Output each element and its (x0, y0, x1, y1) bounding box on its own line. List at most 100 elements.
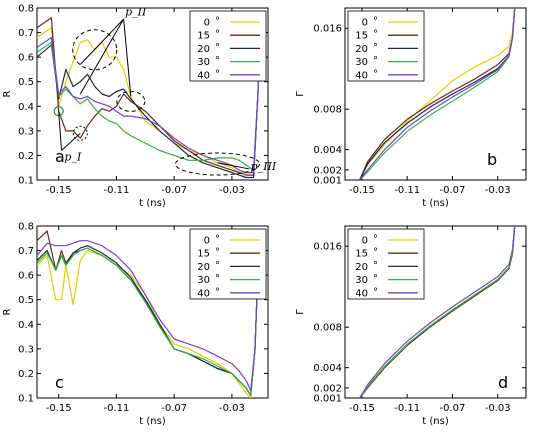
y-tick-label: 0.001 (313, 176, 342, 187)
legend-entry-label: 20 (355, 262, 368, 273)
legend-entry-label: 20 (355, 44, 368, 55)
annotation-arrow (123, 19, 132, 97)
highlight-ellipse (72, 125, 88, 141)
x-tick-label: -0.15 (46, 185, 72, 196)
legend-entry-label: 30 (355, 57, 368, 68)
series-line-30-deg (359, 226, 516, 398)
y-tick-label: 0.004 (313, 363, 342, 374)
y-tick-label: 0.2 (18, 369, 34, 380)
x-tick-label: -0.07 (440, 403, 466, 414)
y-tick-label: 0.008 (313, 323, 342, 334)
highlight-ellipse (72, 29, 118, 71)
y-tick-label: 0.8 (18, 4, 34, 15)
y-tick-label: 0.1 (18, 394, 34, 405)
series-line-30-deg (37, 247, 259, 397)
y-tick-label: 0.5 (18, 77, 34, 88)
annotation-arrow (61, 132, 81, 151)
legend-degree-symbol: ° (215, 69, 220, 80)
panel-a: -0.15 -0.11 -0.07 -0.03 0.1 0.2 0.3 0.4 0.5 0.6 0.… (2, 4, 277, 210)
legend-degree-symbol: ° (373, 234, 378, 245)
annotation-arrow (79, 18, 125, 95)
y-tick-label: 0.4 (18, 102, 34, 113)
series-line-20-deg (37, 27, 262, 179)
annotations: p_II p_I p_III (53, 5, 277, 176)
legend-degree-symbol: ° (215, 247, 220, 258)
x-tick-label: -0.03 (485, 185, 511, 196)
panel-letter: c (55, 373, 64, 392)
plot-frame-b (344, 7, 527, 181)
y-tick-label: 0.2 (18, 151, 34, 162)
x-tick-label: -0.03 (219, 403, 245, 414)
series-group (359, 8, 516, 180)
legend: 0 ° 15 ° 20 ° 30 ° 40 ° (189, 10, 267, 82)
y-axis-label: Γ (295, 91, 306, 97)
highlight-ellipse (174, 152, 260, 176)
x-axis-label: t (ns) (422, 416, 449, 427)
y-tick-label: 0.3 (18, 344, 34, 355)
legend-degree-symbol: ° (215, 16, 220, 27)
annotation-label: p_I (64, 150, 82, 163)
x-axis-label: t (ns) (139, 416, 166, 427)
legend: 0 ° 15 ° 20 ° 30 ° 40 ° (347, 228, 425, 300)
legend-degree-symbol: ° (373, 16, 378, 27)
y-tick-label: 0.8 (18, 222, 34, 233)
y-tick-label: 0.016 (313, 24, 342, 35)
panel-letter: b (487, 150, 497, 169)
series-line-40-deg (37, 240, 259, 392)
legend-entry-label: 30 (197, 57, 210, 68)
plot-frame-d (344, 225, 527, 399)
y-tick-label: 0.3 (18, 126, 34, 137)
legend-box (347, 228, 425, 300)
x-tick-label: -0.11 (394, 185, 420, 196)
legend-degree-symbol: ° (373, 287, 378, 298)
legend-box (189, 228, 267, 300)
panel-c: -0.15 -0.11 -0.07 -0.03 0.1 0.2 0.3 0.4 0.5 0.6 0.… (2, 222, 269, 427)
legend-entry-label: 40 (197, 288, 210, 299)
legend-entry-label: 0 (204, 236, 210, 247)
legend-degree-symbol: ° (373, 260, 378, 271)
x-tick-label: -0.07 (161, 185, 187, 196)
legend: 0 ° 15 ° 20 ° 30 ° 40 ° (347, 10, 425, 82)
panel-letter: a (55, 147, 65, 166)
series-group (37, 230, 259, 398)
legend-entry-label: 0 (362, 236, 368, 247)
series-line-15-deg (37, 17, 262, 176)
y-axis-label: R (2, 308, 13, 315)
legend-entry-label: 40 (355, 288, 368, 299)
legend-degree-symbol: ° (215, 42, 220, 53)
annotation-label: p_II (125, 5, 147, 18)
y-tick-label: 0.004 (313, 145, 342, 156)
y-tick-label: 0.7 (18, 28, 34, 39)
y-tick-label: 0.001 (313, 394, 342, 405)
y-tick-label: 0.7 (18, 246, 34, 257)
legend-entry-label: 40 (355, 70, 368, 81)
legend-degree-symbol: ° (373, 274, 378, 285)
y-tick-label: 0.5 (18, 295, 34, 306)
legend-box (189, 10, 267, 82)
legend-entry-label: 20 (197, 44, 210, 55)
legend-entry-label: 0 (204, 18, 210, 29)
legend-entry-label: 15 (197, 31, 210, 42)
legend-degree-symbol: ° (373, 69, 378, 80)
series-line-40-deg (37, 27, 262, 174)
legend-entry-label: 30 (355, 275, 368, 286)
series-line-40-deg (359, 8, 516, 180)
x-tick-label: -0.11 (103, 185, 129, 196)
x-tick-label: -0.03 (485, 403, 511, 414)
y-axis-label: R (2, 90, 13, 97)
legend-entry-label: 15 (355, 249, 368, 260)
x-tick-label: -0.11 (103, 403, 129, 414)
y-tick-label: 0.6 (18, 53, 34, 64)
legend-entry-label: 30 (197, 275, 210, 286)
y-tick-label: 0.1 (18, 176, 34, 187)
legend-box (347, 10, 425, 82)
panel-letter: d (498, 373, 508, 392)
legend-entry-label: 15 (355, 31, 368, 42)
plot-frame-a (36, 7, 269, 181)
x-axis-label: t (ns) (422, 198, 449, 209)
x-tick-label: -0.11 (394, 403, 420, 414)
series-group (37, 17, 262, 179)
legend-degree-symbol: ° (215, 29, 220, 40)
